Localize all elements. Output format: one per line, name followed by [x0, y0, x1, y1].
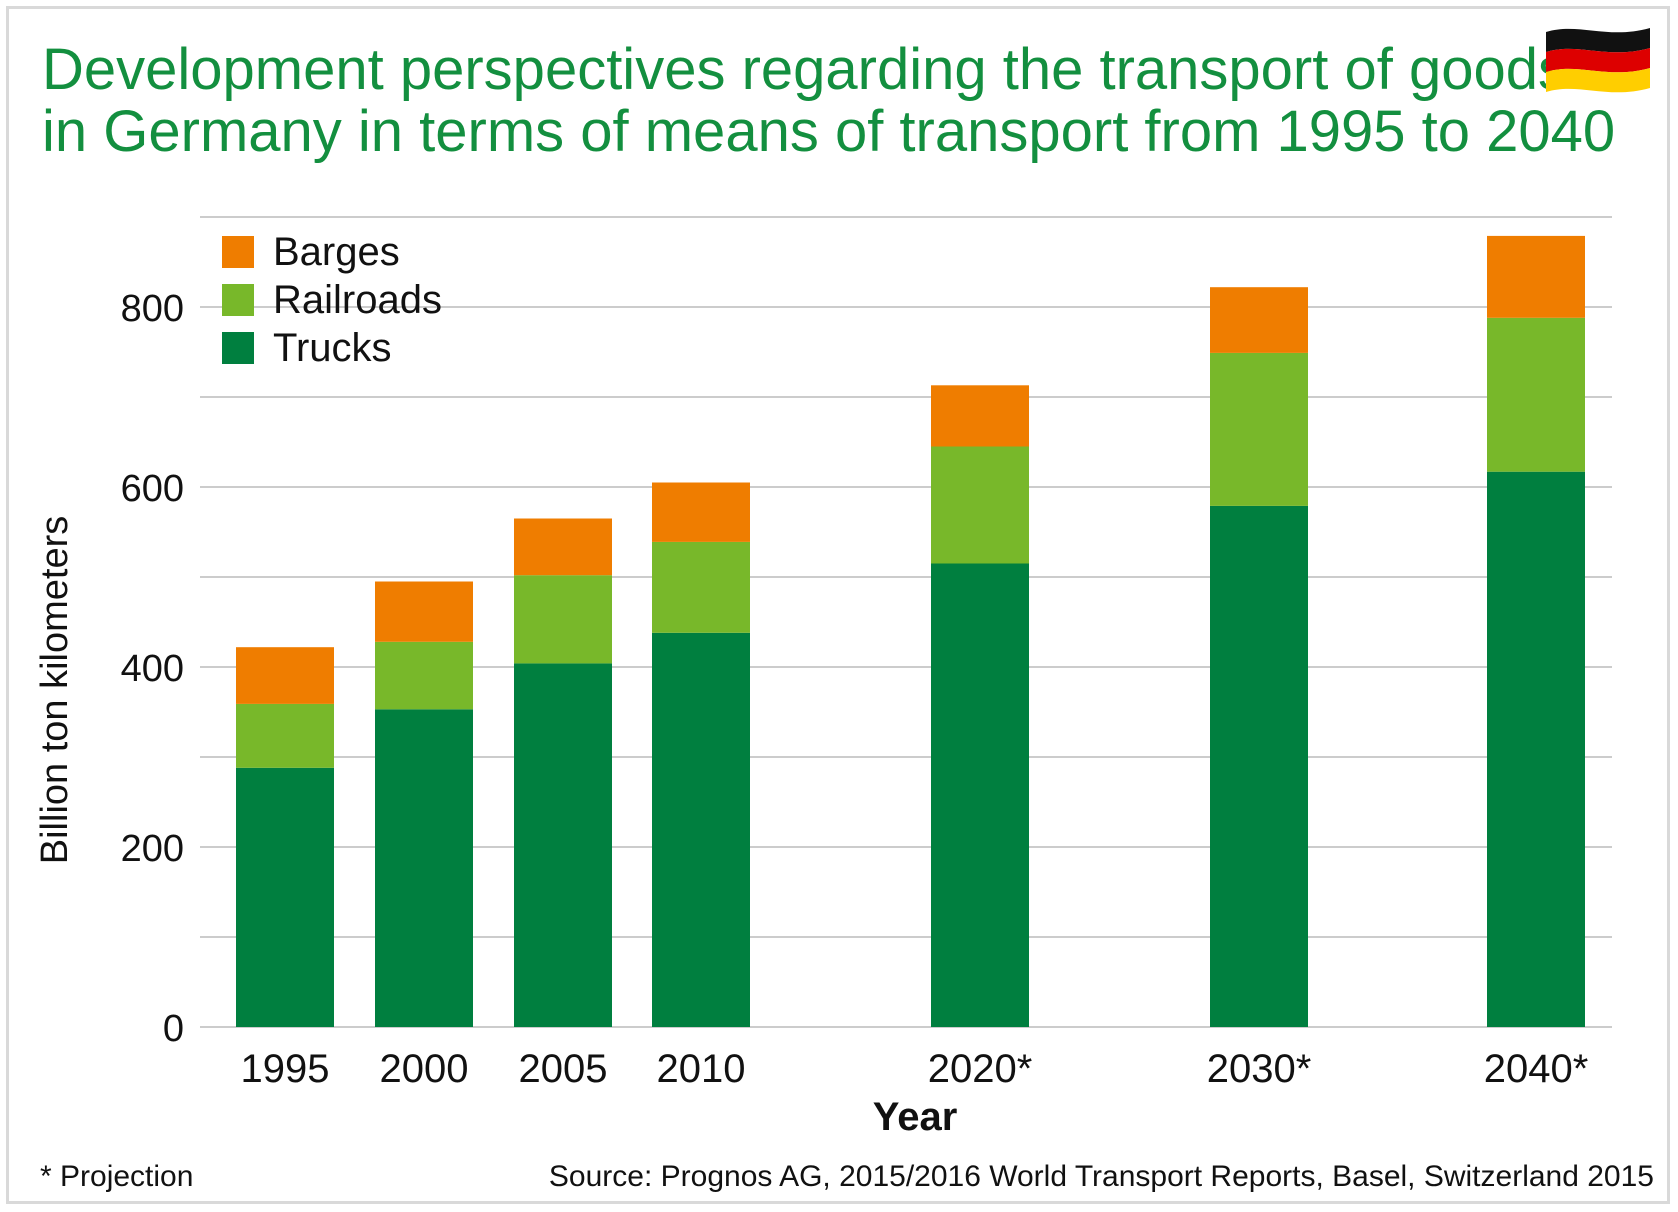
bar-trucks-2010: [652, 632, 750, 1027]
y-tick-label: 800: [121, 288, 184, 330]
bar-barges-2040: [1487, 235, 1585, 318]
chart-title-line-1: Development perspectives regarding the t…: [42, 37, 1567, 102]
bar-trucks-2005: [514, 663, 612, 1027]
bar-barges-2005: [514, 518, 612, 576]
x-tick-label: 2000: [380, 1047, 469, 1091]
bar-barges-2010: [652, 482, 750, 542]
bar-railroads-2005: [514, 575, 612, 664]
y-tick-label: 400: [121, 648, 184, 690]
bar-barges-2000: [375, 581, 473, 642]
axes: 0 200 400 600 800 Billion ton kilometers 1995 2…: [34, 288, 1588, 1139]
y-tick-label: 0: [163, 1008, 184, 1050]
chart-title-line-2: in Germany in terms of means of transpor…: [42, 99, 1616, 164]
x-tick-label: 2030*: [1207, 1047, 1312, 1091]
bar-barges-1995: [236, 647, 334, 704]
bar-trucks-2000: [375, 709, 473, 1027]
x-tick-label: 2010: [657, 1047, 746, 1091]
legend-swatch-barges: [222, 236, 254, 268]
bar-barges-2030: [1210, 287, 1308, 353]
projection-note: * Projection: [40, 1160, 194, 1193]
legend-label-trucks: Trucks: [273, 326, 392, 370]
legend-label-barges: Barges: [273, 230, 400, 274]
x-tick-label: 2020*: [928, 1047, 1033, 1091]
y-axis-label: Billion ton kilometers: [34, 516, 76, 864]
source-note: Source: Prognos AG, 2015/2016 World Tran…: [548, 1160, 1654, 1193]
legend-swatch-trucks: [222, 332, 254, 364]
bar-railroads-2030: [1210, 352, 1308, 506]
bar-trucks-2040: [1487, 471, 1585, 1027]
x-tick-label: 2040*: [1484, 1047, 1589, 1091]
bars: [236, 235, 1585, 1027]
bar-trucks-2020: [931, 563, 1029, 1027]
x-axis-label: Year: [873, 1095, 958, 1139]
germany-flag-icon: [1546, 28, 1650, 93]
bar-trucks-1995: [236, 767, 334, 1027]
bar-railroads-2040: [1487, 317, 1585, 472]
bar-railroads-2010: [652, 541, 750, 633]
bar-trucks-2030: [1210, 505, 1308, 1027]
bar-railroads-1995: [236, 703, 334, 768]
legend-swatch-railroads: [222, 284, 254, 316]
x-tick-label: 1995: [241, 1047, 330, 1091]
y-tick-label: 200: [121, 828, 184, 870]
x-tick-label: 2005: [519, 1047, 608, 1091]
legend-label-railroads: Railroads: [273, 278, 442, 322]
bar-barges-2020: [931, 385, 1029, 447]
bar-railroads-2020: [931, 446, 1029, 564]
bar-railroads-2000: [375, 641, 473, 710]
y-tick-label: 600: [121, 468, 184, 510]
